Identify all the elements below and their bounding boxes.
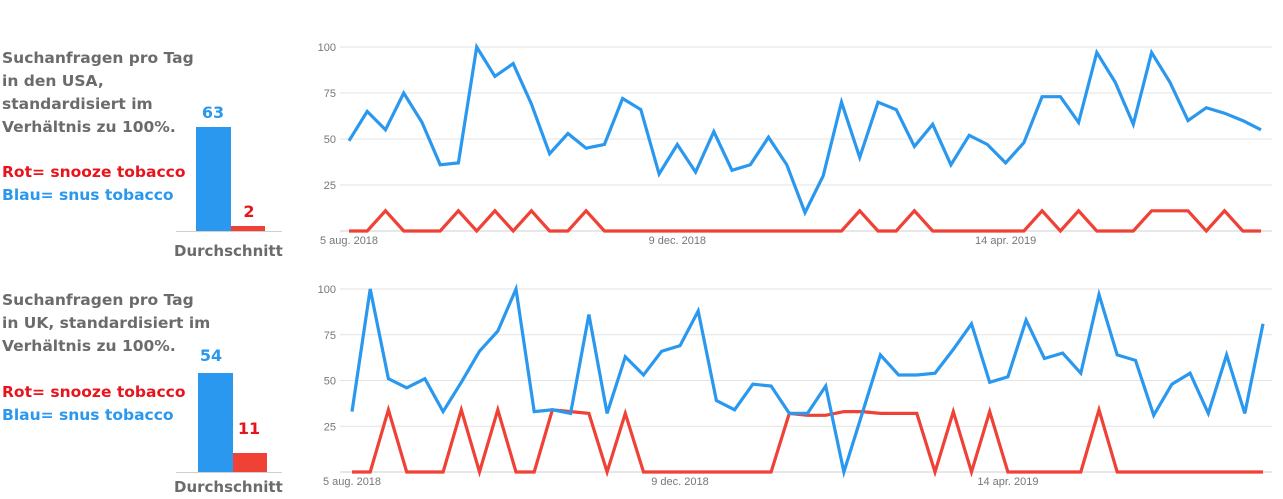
caption-line: Suchanfragen pro Tag — [2, 291, 194, 309]
average-snus-value: 63 — [201, 103, 225, 122]
x-tick-label: 14 apr. 2019 — [977, 476, 1038, 488]
usa-caption: Suchanfragen pro Tag in den USA, standar… — [2, 47, 212, 139]
average-label: Durchschnitt — [174, 478, 283, 496]
x-tick-label: 14 apr. 2019 — [975, 235, 1036, 247]
average-snooze-value: 2 — [243, 202, 255, 221]
x-tick-label: 5 aug. 2018 — [320, 235, 378, 247]
x-tick-label: 9 dec. 2018 — [651, 476, 709, 488]
y-tick-label: 100 — [318, 42, 336, 54]
caption-line: Suchanfragen pro Tag — [2, 49, 194, 67]
average-snus-bar — [196, 127, 231, 231]
caption-line: standardisiert im — [2, 95, 153, 113]
average-axis — [176, 231, 282, 232]
caption-line: Verhältnis zu 100%. — [2, 118, 176, 136]
average-snus-bar — [198, 373, 233, 472]
y-tick-label: 50 — [324, 376, 336, 388]
average-snooze-bar — [231, 226, 265, 231]
snooze-series-line — [349, 208, 1261, 234]
x-tick-label: 5 aug. 2018 — [323, 476, 381, 488]
uk-caption: Suchanfragen pro Tag in UK, standardisie… — [2, 289, 212, 358]
y-tick-label: 75 — [324, 88, 336, 100]
y-tick-label: 75 — [324, 330, 336, 342]
snus-series-line — [347, 42, 1262, 217]
average-snooze-value: 11 — [237, 419, 261, 438]
y-tick-label: 100 — [318, 284, 336, 296]
legend-snooze: Rot= snooze tobacco — [2, 163, 186, 181]
average-snooze-bar — [233, 453, 267, 472]
caption-line: in UK, standardisiert im — [2, 314, 211, 332]
legend-snus: Blau= snus tobacco — [2, 186, 174, 204]
y-tick-label: 50 — [324, 134, 336, 146]
snus-series-line — [350, 283, 1265, 479]
average-label: Durchschnitt — [174, 242, 283, 260]
y-tick-label: 25 — [324, 421, 336, 433]
legend-snus: Blau= snus tobacco — [2, 406, 174, 424]
average-axis — [176, 472, 282, 473]
snooze-series-line — [352, 404, 1263, 478]
caption-line: in den USA, — [2, 72, 104, 90]
y-tick-label: 25 — [324, 180, 336, 192]
average-snus-value: 54 — [199, 346, 223, 365]
caption-line: Verhältnis zu 100%. — [2, 337, 176, 355]
usa-panel: Suchanfragen pro Tag in den USA, standar… — [0, 0, 1283, 260]
legend-snooze: Rot= snooze tobacco — [2, 383, 186, 401]
x-tick-label: 9 dec. 2018 — [649, 235, 707, 247]
